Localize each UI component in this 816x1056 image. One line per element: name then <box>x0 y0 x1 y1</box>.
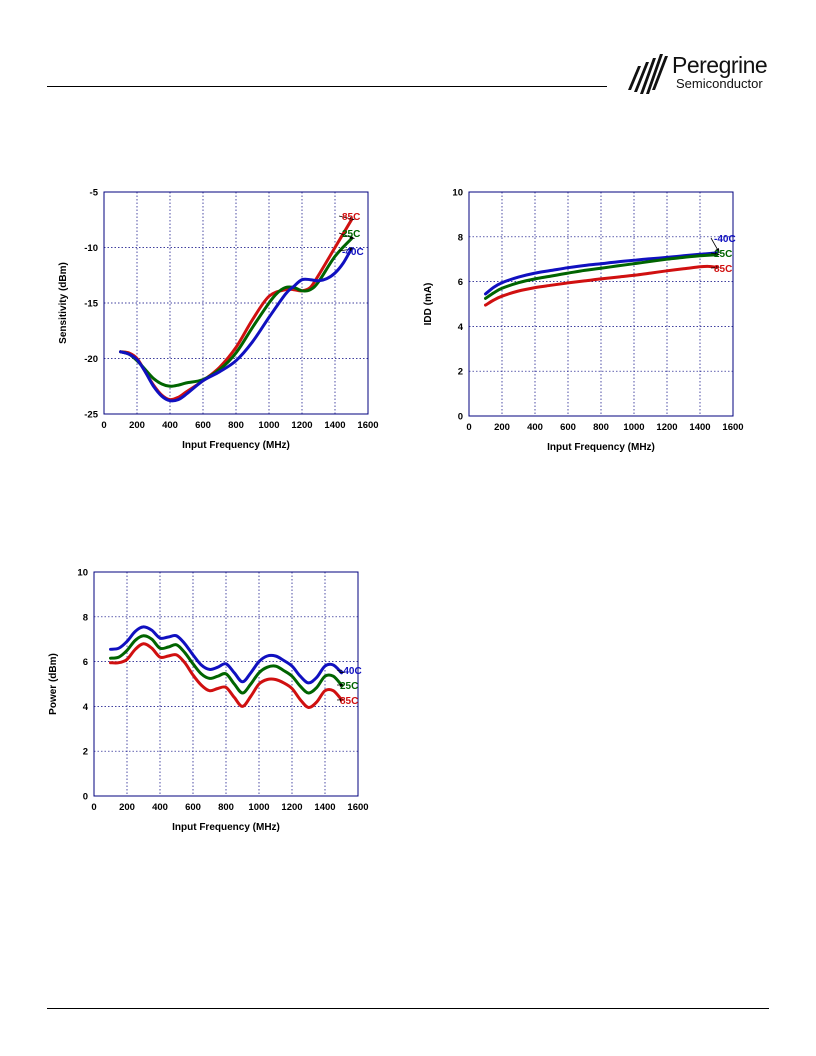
x-tick-label: 0 <box>91 802 96 813</box>
x-tick-label: 1200 <box>291 420 312 431</box>
x-tick-label: 1000 <box>258 420 279 431</box>
x-tick-label: 200 <box>494 422 510 433</box>
legend-label: -40C <box>340 666 362 677</box>
y-tick-label: -20 <box>84 354 98 365</box>
legend-arrowhead <box>339 669 345 674</box>
x-tick-label: 1000 <box>248 802 269 813</box>
y-tick-label: 2 <box>458 367 463 378</box>
power-chart-svg: 0 200 400 600 800 1000 1200 1400 1600 0 2 4 6 8 10 Inpu… <box>48 568 369 834</box>
x-tick-label: 600 <box>560 422 576 433</box>
legend-arrowhead <box>349 235 355 239</box>
header-rule <box>47 86 607 87</box>
y-tick-label: -5 <box>90 188 99 199</box>
sensitivity-chart: 0 200 400 600 800 1000 1200 1400 1600 -25 -20 -15 -1… <box>46 180 386 460</box>
power-chart: 0 200 400 600 800 1000 1200 1400 1600 0 2 4 6 8 10 Inpu… <box>40 560 400 850</box>
series-line-m40C <box>109 625 343 685</box>
legend-arrowhead <box>349 247 355 252</box>
logo-name: Peregrine <box>672 52 768 78</box>
x-tick-label: 1000 <box>623 422 644 433</box>
y-tick-label: 10 <box>77 568 88 579</box>
legend-label: -40C <box>342 247 364 258</box>
y-axis-label: Sensitivity (dBm) <box>58 262 69 344</box>
legend-label: 25C <box>340 681 358 692</box>
x-tick-label: 1200 <box>656 422 677 433</box>
series-line-m40C <box>484 251 718 296</box>
x-tick-label: 800 <box>228 420 244 431</box>
y-tick-label: -10 <box>84 243 98 254</box>
x-tick-label: 1600 <box>722 422 743 433</box>
x-axis-label: Input Frequency (MHz) <box>172 822 280 833</box>
idd-chart: 0 200 400 600 800 1000 1200 1400 1600 0 2 4 6 8 10 Inpu… <box>410 180 770 460</box>
series-line-25C <box>109 634 343 695</box>
x-tick-label: 1600 <box>357 420 378 431</box>
x-tick-label: 1400 <box>689 422 710 433</box>
legend-label: 85C <box>342 212 360 223</box>
x-tick-label: 600 <box>195 420 211 431</box>
y-tick-label: 4 <box>83 702 89 713</box>
peregrine-stripes-logo-icon <box>628 54 668 94</box>
y-tick-label: 6 <box>83 657 88 668</box>
x-tick-label: 400 <box>162 420 178 431</box>
legend-arrowhead <box>349 216 355 221</box>
x-tick-label: 400 <box>527 422 543 433</box>
sensitivity-chart-svg: 0 200 400 600 800 1000 1200 1400 1600 -25 -20 -15 -1… <box>58 188 379 452</box>
peregrine-logo: Peregrine Semiconductor <box>620 50 770 98</box>
x-axis-label: Input Frequency (MHz) <box>182 440 290 451</box>
y-tick-label: 6 <box>458 277 463 288</box>
series-line-m40C <box>119 247 353 403</box>
y-axis-label: Power (dBm) <box>48 653 59 715</box>
series-line-85C <box>109 642 343 710</box>
x-tick-label: 800 <box>593 422 609 433</box>
legend-label: -40C <box>714 234 736 245</box>
series-line-25C <box>484 253 718 300</box>
idd-chart-svg: 0 200 400 600 800 1000 1200 1400 1600 0 2 4 6 8 10 Inpu… <box>423 188 744 454</box>
y-tick-label: 0 <box>458 412 463 423</box>
y-tick-label: -25 <box>84 410 98 421</box>
series-line-25C <box>119 237 353 388</box>
legend-arrowhead <box>715 247 720 253</box>
y-tick-label: 8 <box>458 232 463 243</box>
x-axis-label: Input Frequency (MHz) <box>547 442 655 453</box>
x-tick-label: 0 <box>466 422 471 433</box>
x-tick-label: 400 <box>152 802 168 813</box>
legend-label: 25C <box>342 229 360 240</box>
y-tick-label: -15 <box>84 299 98 310</box>
x-tick-label: 200 <box>119 802 135 813</box>
legend-arrowhead <box>339 697 345 702</box>
legend-label: 85C <box>340 696 358 707</box>
logo-subtitle: Semiconductor <box>676 76 763 91</box>
series-line-85C <box>484 264 718 307</box>
y-tick-label: 0 <box>83 792 88 803</box>
x-tick-label: 1400 <box>314 802 335 813</box>
x-tick-label: 1400 <box>324 420 345 431</box>
legend-label: 25C <box>714 249 732 260</box>
y-axis-label: IDD (mA) <box>423 283 434 326</box>
x-tick-label: 1600 <box>347 802 368 813</box>
legend-arrowhead <box>714 265 720 270</box>
y-tick-label: 8 <box>83 612 88 623</box>
x-tick-label: 800 <box>218 802 234 813</box>
y-tick-label: 10 <box>452 188 463 199</box>
legend-arrowhead <box>339 683 345 687</box>
footer-rule <box>47 1008 769 1009</box>
x-tick-label: 0 <box>101 420 106 431</box>
x-tick-label: 600 <box>185 802 201 813</box>
legend-arrowhead <box>714 251 720 256</box>
legend-label: 85C <box>714 264 732 275</box>
y-tick-label: 2 <box>83 747 88 758</box>
y-tick-label: 4 <box>458 322 464 333</box>
x-tick-label: 1200 <box>281 802 302 813</box>
x-tick-label: 200 <box>129 420 145 431</box>
